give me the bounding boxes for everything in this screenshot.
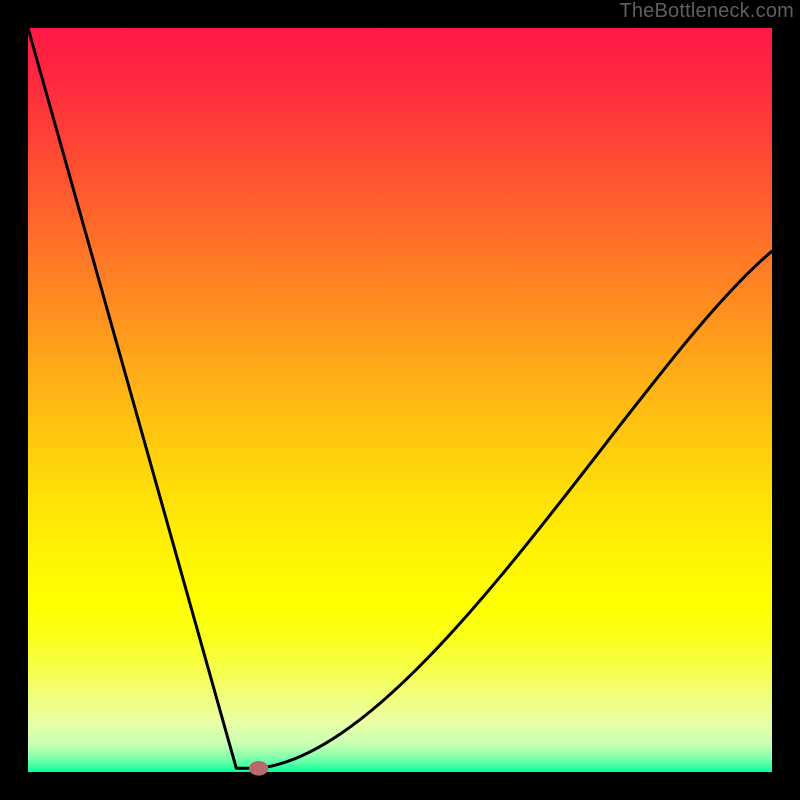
- gradient-background: [28, 28, 772, 772]
- trough-marker: [249, 761, 267, 775]
- plot-svg: [0, 0, 800, 800]
- chart-stage: TheBottleneck.com: [0, 0, 800, 800]
- attribution-text: TheBottleneck.com: [619, 0, 794, 23]
